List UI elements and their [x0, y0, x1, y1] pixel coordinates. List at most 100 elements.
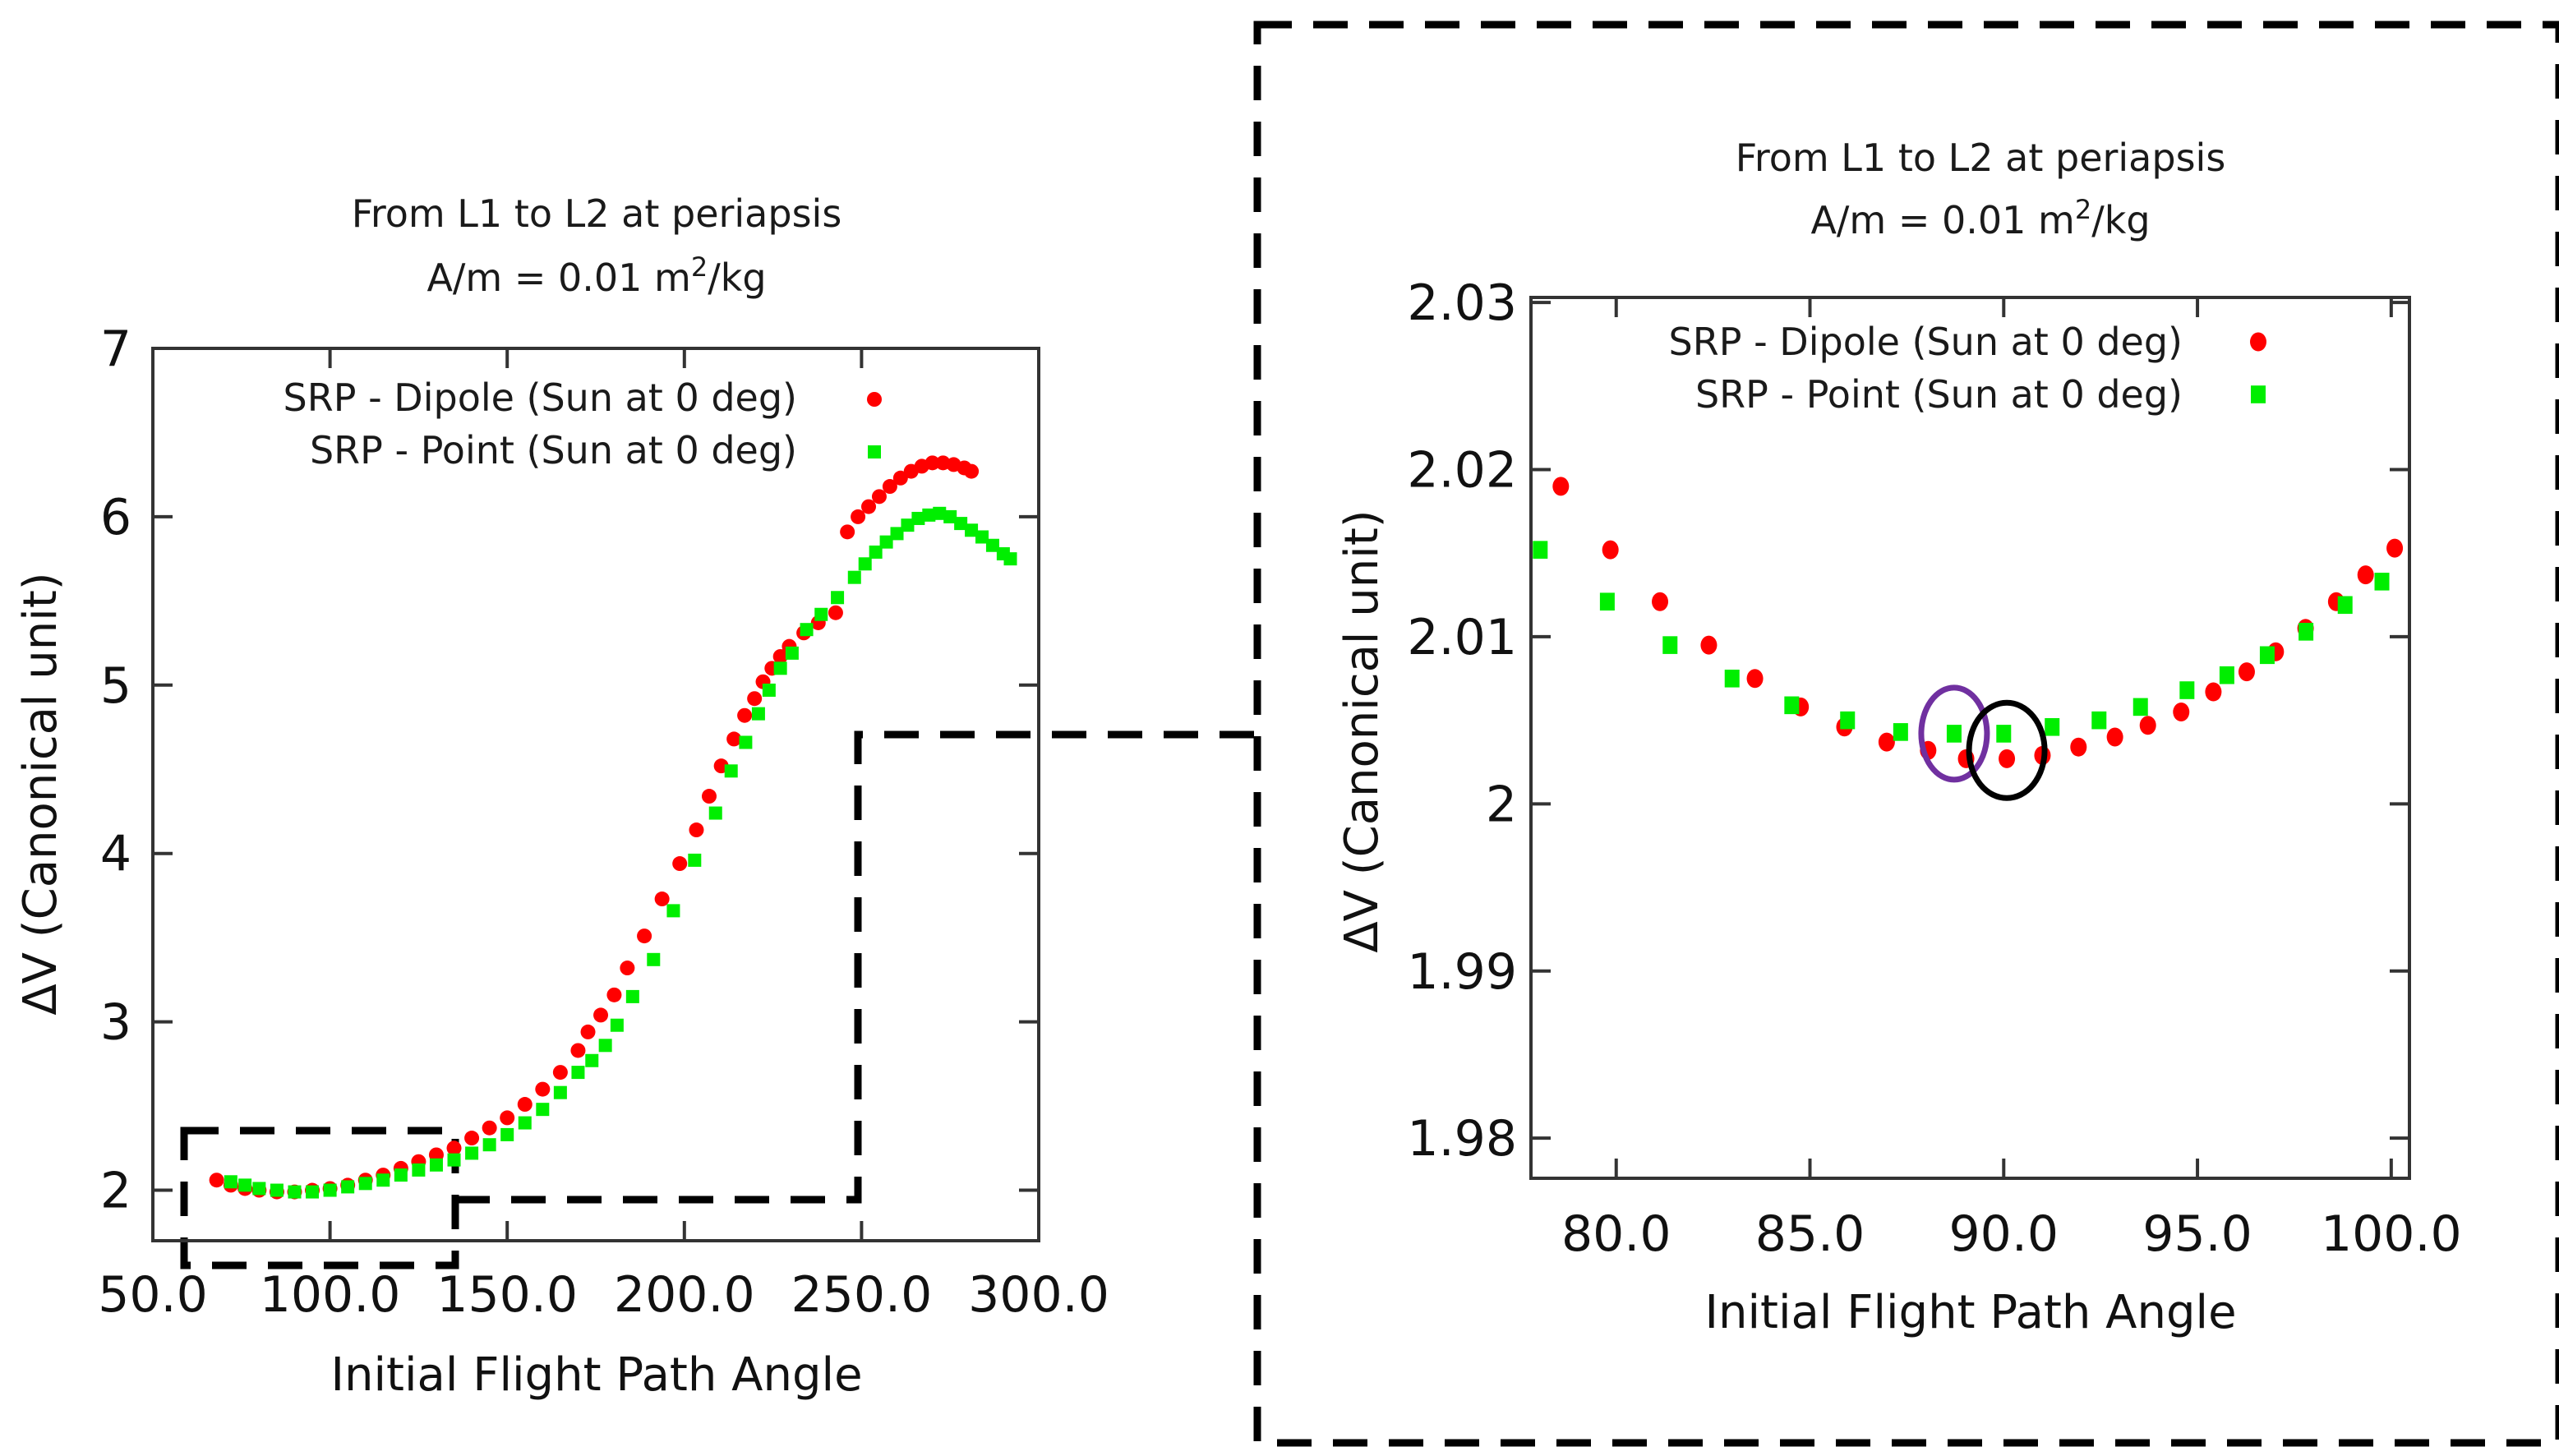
- point-model-point: [965, 523, 979, 537]
- point-model-point: [306, 1185, 320, 1199]
- point-model-point: [1533, 541, 1548, 559]
- point-model-point: [270, 1183, 284, 1197]
- point-model-point: [2045, 717, 2060, 736]
- y-tick-label: 3: [100, 994, 131, 1052]
- y-tick-label: 2: [1486, 776, 1517, 833]
- point-model-point: [376, 1173, 390, 1187]
- dipole-point: [1552, 477, 1570, 496]
- point-model-point: [2091, 711, 2107, 730]
- y-tick-label: 2.02: [1407, 442, 1517, 500]
- legend-label-dipole: SRP - Dipole (Sun at 0 deg): [1669, 320, 2183, 364]
- dipole-point: [620, 961, 635, 976]
- point-model-point: [869, 545, 883, 559]
- dipole-point: [535, 1081, 551, 1097]
- y-tick-label: 2: [100, 1163, 131, 1220]
- point-model-point: [831, 591, 845, 605]
- dipole-point: [1602, 540, 1619, 560]
- dipole-point: [2205, 682, 2222, 702]
- point-model-point: [2179, 681, 2195, 699]
- dipole-point: [924, 455, 940, 471]
- x-tick-label: 50.0: [98, 1266, 208, 1324]
- point-model-point: [890, 527, 904, 541]
- x-tick-label: 80.0: [1561, 1205, 1671, 1263]
- point-model-point: [1996, 725, 2012, 743]
- dipole-point: [552, 1065, 568, 1080]
- y-axis-label: ΔV (Canonical unit): [14, 572, 67, 1015]
- dipole-point: [593, 1007, 609, 1023]
- dipole-point: [637, 928, 652, 944]
- point-model-point: [1662, 636, 1678, 654]
- dipole-point: [654, 892, 670, 907]
- legend-marker-dipole: [867, 392, 882, 407]
- dipole-point: [828, 605, 843, 620]
- dipole-point: [446, 1140, 462, 1156]
- plot-frame: [151, 347, 1040, 1242]
- point-model-point: [739, 735, 753, 749]
- point-model-point: [598, 1039, 612, 1053]
- legend-label-dipole: SRP - Dipole (Sun at 0 deg): [284, 376, 797, 420]
- point-model-point: [724, 764, 738, 778]
- point-model-point: [911, 511, 925, 525]
- point-model-point: [901, 518, 915, 532]
- dipole-point: [892, 470, 908, 486]
- dipole-point: [606, 987, 622, 1002]
- point-model-point: [238, 1178, 252, 1192]
- chart-title-line1: From L1 to L2 at periapsis: [352, 191, 842, 236]
- x-axis-label: Initial Flight Path Angle: [330, 1348, 862, 1402]
- point-model-point: [412, 1163, 426, 1177]
- legend-marker-dipole: [2250, 332, 2266, 352]
- point-model-point: [2259, 646, 2275, 665]
- point-model-point: [394, 1168, 408, 1182]
- x-tick-label: 90.0: [1948, 1205, 2059, 1263]
- point-model-point: [1840, 711, 1856, 730]
- dipole-point: [882, 479, 897, 495]
- chart-title-line2: A/m = 0.01 m2/kg: [1810, 194, 2150, 242]
- point-model-point: [447, 1153, 461, 1167]
- dipole-point: [209, 1173, 224, 1188]
- dipole-point: [1700, 635, 1718, 655]
- point-model-point: [954, 517, 968, 531]
- point-model-point: [482, 1138, 496, 1152]
- legend-marker-point: [868, 445, 881, 458]
- point-model-point: [1599, 592, 1615, 611]
- dipole-point: [1652, 592, 1669, 611]
- dipole-point: [737, 707, 753, 723]
- point-model-point: [252, 1182, 266, 1196]
- dipole-point: [2386, 538, 2404, 558]
- dipole-point: [861, 499, 877, 514]
- point-model-point: [1784, 696, 1800, 715]
- dipole-point: [672, 856, 688, 872]
- dipole-point: [851, 509, 866, 524]
- y-tick-label: 7: [100, 320, 131, 378]
- y-tick-label: 2.03: [1407, 274, 1517, 332]
- chart-title-line1: From L1 to L2 at periapsis: [1736, 136, 2226, 180]
- dipole-point: [726, 731, 742, 747]
- y-tick-label: 1.99: [1407, 943, 1517, 1001]
- dipole-point: [464, 1131, 480, 1146]
- x-tick-label: 85.0: [1755, 1205, 1865, 1263]
- point-model-point: [751, 707, 765, 721]
- dipole-point: [871, 489, 887, 505]
- dipole-point: [2139, 716, 2156, 735]
- point-model-point: [610, 1018, 624, 1032]
- point-model-point: [2374, 573, 2390, 591]
- dipole-point: [580, 1024, 596, 1039]
- dipole-point: [1878, 732, 1895, 752]
- zoom-connector-line: [455, 730, 1257, 1204]
- zoom-region-box: [180, 1127, 459, 1269]
- dipole-point: [500, 1110, 515, 1126]
- point-model-point: [773, 661, 787, 675]
- dipole-point: [2357, 565, 2374, 585]
- legend-marker-point: [2251, 385, 2266, 403]
- point-model-point: [814, 607, 828, 621]
- point-model-point: [288, 1185, 302, 1199]
- legend-label-point: SRP - Point (Sun at 0 deg): [310, 428, 797, 472]
- point-model-point: [2298, 623, 2314, 641]
- point-model-point: [1003, 552, 1017, 566]
- dipole-point: [2070, 737, 2087, 757]
- y-axis-label: ΔV (Canonical unit): [1335, 509, 1389, 952]
- data-points: [209, 455, 1017, 1200]
- dipole-point: [689, 822, 704, 838]
- point-model-point: [647, 952, 661, 966]
